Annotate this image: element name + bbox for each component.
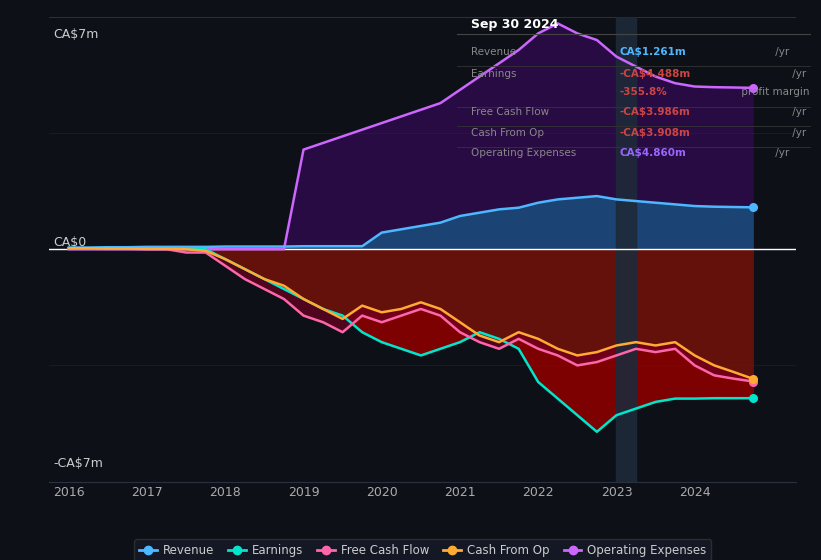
Text: /yr: /yr bbox=[789, 106, 806, 116]
Text: Revenue: Revenue bbox=[471, 47, 516, 57]
Text: Cash From Op: Cash From Op bbox=[471, 128, 544, 138]
Text: /yr: /yr bbox=[789, 69, 806, 80]
Text: Sep 30 2024: Sep 30 2024 bbox=[471, 18, 559, 31]
Text: CA$0: CA$0 bbox=[53, 236, 86, 249]
Text: -CA$4.488m: -CA$4.488m bbox=[620, 69, 691, 80]
Point bbox=[747, 394, 760, 403]
Text: /yr: /yr bbox=[789, 128, 806, 138]
Text: Operating Expenses: Operating Expenses bbox=[471, 148, 576, 158]
Point bbox=[747, 83, 760, 92]
Text: profit margin: profit margin bbox=[738, 87, 810, 97]
Text: CA$4.860m: CA$4.860m bbox=[620, 148, 686, 158]
Text: Earnings: Earnings bbox=[471, 69, 517, 80]
Text: -CA$3.986m: -CA$3.986m bbox=[620, 106, 690, 116]
Text: CA$7m: CA$7m bbox=[53, 29, 99, 41]
Point bbox=[747, 377, 760, 386]
Text: /yr: /yr bbox=[773, 148, 790, 158]
Text: CA$1.261m: CA$1.261m bbox=[620, 47, 686, 57]
Text: Free Cash Flow: Free Cash Flow bbox=[471, 106, 549, 116]
Bar bbox=[617, 17, 636, 482]
Point bbox=[747, 203, 760, 212]
Text: /yr: /yr bbox=[773, 47, 790, 57]
Text: -355.8%: -355.8% bbox=[620, 87, 667, 97]
Text: -CA$3.908m: -CA$3.908m bbox=[620, 128, 690, 138]
Point bbox=[747, 375, 760, 384]
Text: -CA$7m: -CA$7m bbox=[53, 457, 103, 470]
Legend: Revenue, Earnings, Free Cash Flow, Cash From Op, Operating Expenses: Revenue, Earnings, Free Cash Flow, Cash … bbox=[135, 539, 711, 560]
